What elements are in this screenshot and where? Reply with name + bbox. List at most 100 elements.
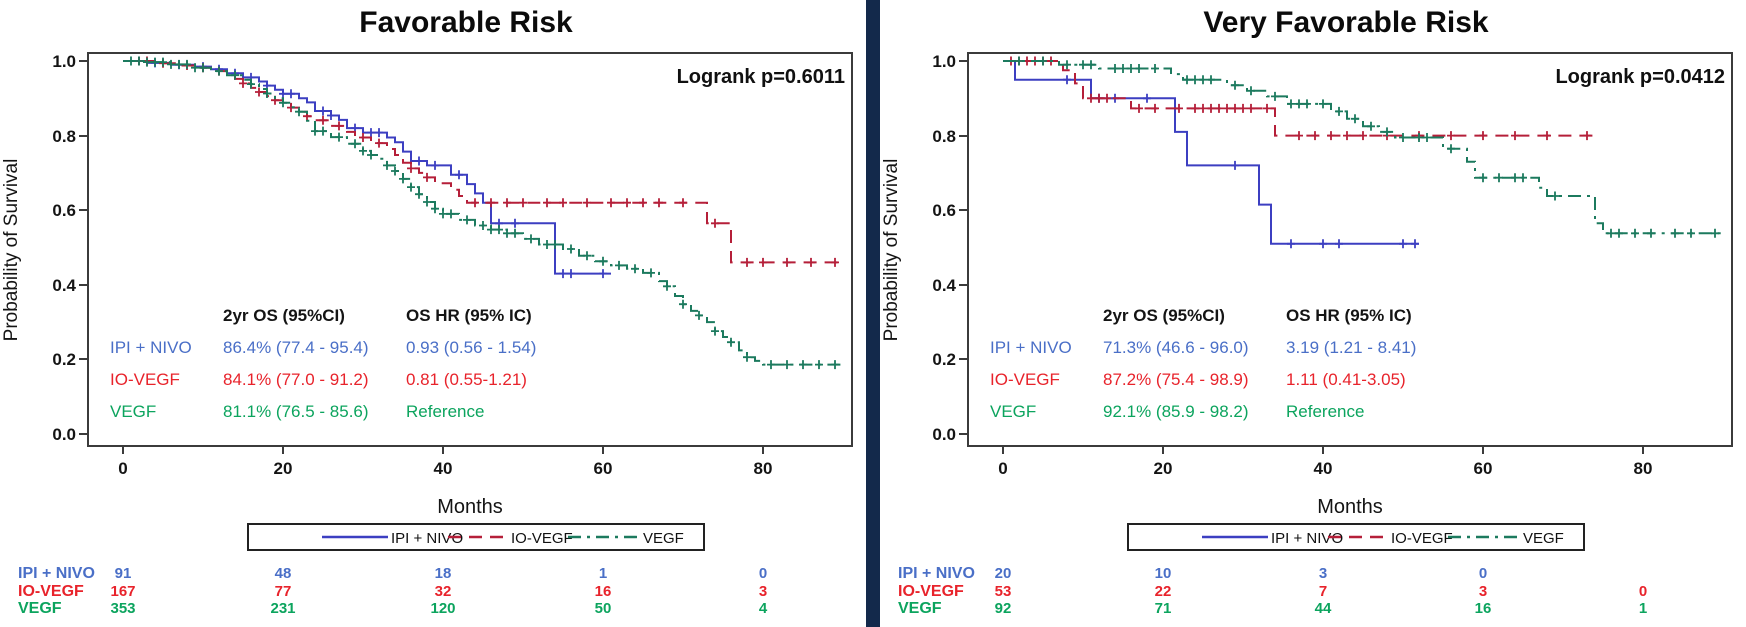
stats-row-label: IO-VEGF bbox=[990, 370, 1060, 389]
censor-mark bbox=[487, 225, 495, 235]
censor-mark bbox=[1191, 75, 1199, 85]
y-tick-label: 0.0 bbox=[932, 425, 956, 444]
censor-mark bbox=[1411, 239, 1419, 249]
at-risk-count: 71 bbox=[1155, 600, 1172, 617]
censor-mark bbox=[1087, 60, 1095, 70]
censor-mark bbox=[831, 257, 839, 267]
stats-hr-value: Reference bbox=[1286, 402, 1364, 421]
at-risk-row-label: IO-VEGF bbox=[18, 583, 84, 600]
y-axis-label: Probability of Survival bbox=[1, 159, 22, 342]
at-risk-row-label: IPI + NIVO bbox=[18, 565, 95, 582]
y-axis-label: Probability of Survival bbox=[881, 159, 902, 342]
censor-mark bbox=[175, 59, 183, 69]
censor-mark bbox=[695, 310, 703, 320]
censor-mark bbox=[1687, 228, 1695, 238]
km-curve-ipi_nivo bbox=[1003, 60, 1419, 245]
at-risk-count: 44 bbox=[1315, 600, 1332, 617]
censor-mark bbox=[167, 59, 175, 69]
panel-favorable-risk: Favorable Risk Logrank p=0.6011 Probabil… bbox=[0, 0, 866, 627]
x-tick-label: 80 bbox=[1634, 459, 1653, 478]
censor-mark bbox=[1311, 131, 1319, 141]
censor-mark bbox=[1143, 93, 1151, 103]
x-tick-label: 60 bbox=[594, 459, 613, 478]
censor-mark bbox=[1063, 75, 1071, 85]
censor-mark bbox=[607, 198, 615, 208]
censor-mark bbox=[1335, 106, 1343, 116]
censor-mark bbox=[319, 106, 327, 116]
censor-mark bbox=[367, 150, 375, 160]
censor-mark bbox=[1087, 93, 1095, 103]
km-curve-vegf bbox=[1003, 60, 1723, 235]
censor-mark bbox=[783, 360, 791, 370]
stats-table: 2yr OS (95%CI) OS HR (95% IC) IPI + NIVO… bbox=[990, 306, 1416, 421]
censor-mark bbox=[1191, 103, 1199, 113]
plot-frame bbox=[967, 52, 1733, 447]
censor-mark bbox=[559, 198, 567, 208]
censor-mark bbox=[1415, 133, 1423, 142]
censor-mark bbox=[367, 128, 375, 138]
censor-mark bbox=[583, 251, 591, 261]
censor-mark bbox=[279, 98, 287, 108]
censor-mark bbox=[1207, 75, 1215, 85]
legend: IPI + NIVO IO-VEGF VEGF bbox=[247, 523, 705, 551]
censor-mark bbox=[375, 138, 383, 148]
at-risk-count: 353 bbox=[110, 600, 135, 617]
censor-mark bbox=[1135, 64, 1143, 73]
at-risk-count: 77 bbox=[275, 583, 292, 600]
censor-mark bbox=[1231, 103, 1239, 113]
x-tick-label: 20 bbox=[1154, 459, 1173, 478]
censor-mark bbox=[831, 360, 839, 370]
censor-mark bbox=[1511, 131, 1519, 141]
y-tick-label: 1.0 bbox=[52, 52, 76, 71]
censor-mark bbox=[239, 78, 247, 88]
y-tick-label: 1.0 bbox=[932, 52, 956, 71]
censor-mark bbox=[711, 218, 719, 228]
stats-hr-value: 3.19 (1.21 - 8.41) bbox=[1286, 338, 1416, 357]
at-risk-count: 91 bbox=[115, 565, 132, 582]
censor-mark bbox=[663, 281, 671, 291]
stats-table: 2yr OS (95%CI) OS HR (95% IC) IPI + NIVO… bbox=[110, 306, 536, 421]
censor-mark bbox=[1079, 60, 1087, 70]
censor-mark bbox=[503, 228, 511, 238]
censor-mark bbox=[1351, 114, 1359, 124]
censor-mark bbox=[623, 198, 631, 208]
censor-mark bbox=[471, 198, 479, 208]
at-risk-table: IPI + NIVO 91 48 18 1 0 IO-VEGF 167 77 3… bbox=[18, 565, 768, 617]
at-risk-count: 32 bbox=[435, 583, 452, 600]
at-risk-count: 7 bbox=[1319, 583, 1327, 600]
censor-mark bbox=[1511, 173, 1519, 183]
stats-col1-header: 2yr OS (95%CI) bbox=[223, 306, 345, 325]
censor-mark bbox=[567, 269, 575, 279]
stats-row-label: IPI + NIVO bbox=[990, 338, 1072, 357]
censor-mark bbox=[1631, 228, 1639, 238]
y-tick-label: 0.8 bbox=[52, 127, 76, 146]
censor-mark bbox=[503, 198, 511, 208]
censor-mark bbox=[399, 174, 407, 184]
censor-mark bbox=[543, 198, 551, 208]
censor-mark bbox=[1423, 133, 1431, 142]
km-curve-io_vegf bbox=[123, 60, 843, 264]
censor-mark bbox=[327, 111, 335, 120]
censor-mark bbox=[439, 209, 447, 219]
at-risk-count: 48 bbox=[275, 565, 292, 582]
censor-mark bbox=[727, 337, 735, 347]
censor-mark bbox=[1271, 91, 1279, 101]
censor-mark bbox=[1263, 103, 1271, 113]
censor-mark bbox=[511, 218, 519, 228]
censor-mark bbox=[1607, 228, 1615, 238]
censor-mark bbox=[1399, 133, 1407, 142]
censor-mark bbox=[1095, 93, 1103, 103]
y-tick-label: 0.4 bbox=[932, 276, 956, 295]
stats-os-value: 87.2% (75.4 - 98.9) bbox=[1103, 370, 1249, 389]
at-risk-count: 10 bbox=[1155, 565, 1172, 582]
censor-mark bbox=[287, 89, 295, 99]
censor-mark bbox=[1295, 99, 1303, 109]
at-risk-count: 167 bbox=[110, 583, 135, 600]
censor-mark bbox=[599, 269, 607, 279]
km-curves bbox=[1003, 56, 1723, 249]
at-risk-row-label: IPI + NIVO bbox=[898, 565, 975, 582]
censor-mark bbox=[127, 56, 135, 66]
censor-mark bbox=[519, 198, 527, 208]
censor-mark bbox=[415, 156, 423, 166]
censor-mark bbox=[743, 257, 751, 267]
